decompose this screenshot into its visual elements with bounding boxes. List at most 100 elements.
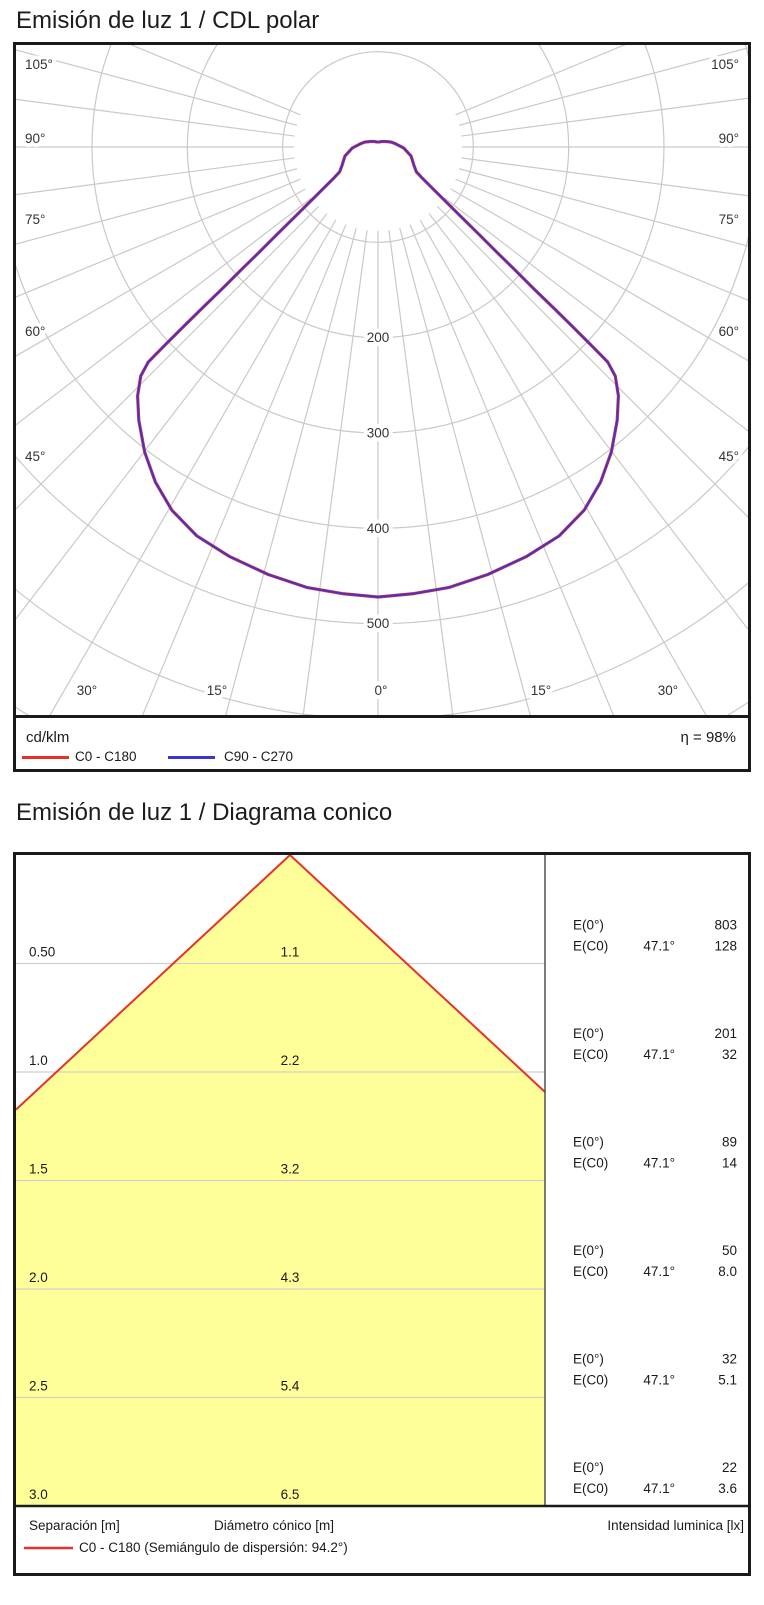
polar-grid-ray [142,224,347,715]
ec0-angle-value: 47.1° [643,939,675,954]
polar-grid-ray [458,168,748,247]
e0-row-label: E(0°) [573,918,604,933]
ec0-row-label: E(C0) [573,1373,608,1388]
polar-grid-ray [455,45,626,116]
angle-label-left: 75° [25,212,45,227]
e0-value: 201 [714,1026,737,1041]
cone-diameter-label: 2.2 [281,1053,300,1068]
polar-grid-ray [49,219,337,715]
polar-diagram: 200 300 400 500 105° 105° 90° 90° 75° 75° 60° 60° 45… [16,45,748,715]
efficiency-label: η = 98% [680,729,736,746]
cone-gridlines [16,962,545,1399]
polar-grid-ray [428,213,748,631]
angle-label-bottom: 15° [207,683,227,698]
polar-grid-ray [461,97,748,137]
polar-grid-circle [16,582,748,715]
ec0-angle-value: 47.1° [643,1156,675,1171]
radial-tick-label: 200 [367,330,390,345]
cone-diameter-label: 1.1 [281,945,300,960]
footer-diameter-label: Diámetro cónico [m] [214,1518,334,1533]
ec0-row-label: E(C0) [573,1481,608,1496]
e0-value: 50 [722,1243,737,1258]
e0-value: 803 [714,918,737,933]
radial-tick-label: 400 [367,521,390,536]
angle-label-right: 75° [719,212,739,227]
polar-grid-ray [302,230,368,715]
polar-grid-ray [16,98,295,137]
cone-diameter-label: 6.5 [281,1487,300,1502]
angle-label-bottom: 0° [375,683,388,698]
polar-grid-ray [455,178,748,301]
ec0-row-label: E(C0) [573,1047,608,1062]
ec0-row-label: E(C0) [573,1156,608,1171]
angle-label-bottom: 30° [77,683,97,698]
polar-grid-ray [399,227,531,715]
cone-legend-label: C0 - C180 (Semiángulo de dispersión: 94.… [79,1540,348,1555]
polar-grid-ray [16,188,306,357]
cone-diameter-label: 5.4 [281,1379,300,1394]
radial-tick-label: 300 [367,425,390,440]
polar-grid-ray [130,45,301,116]
e0-value: 89 [722,1135,737,1150]
radial-tick-label: 500 [367,616,390,631]
angle-label-right: 45° [719,449,739,464]
cone-diagram: 0.50 1.1 E(0°) 803 E(C0) 47.1° 128 1.0 2.2 E(0°) 2… [16,855,748,1555]
e0-value: 22 [722,1460,737,1475]
separation-label: 1.5 [29,1162,48,1177]
ec0-row-label: E(C0) [573,939,608,954]
polar-grid-ray [225,227,357,715]
e0-row-label: E(0°) [573,1026,604,1041]
polar-grid-circle [16,45,748,529]
angle-label-right: 105° [711,57,739,72]
legend-label-c90-c270: C90 - C270 [224,749,294,764]
polar-chart-title: Emisión de luz 1 / CDL polar [16,7,320,34]
polar-grid-ray [388,230,454,715]
ec0-value: 128 [714,939,737,954]
ec0-value: 5.1 [718,1373,737,1388]
polar-chart-box: 200 300 400 500 105° 105° 90° 90° 75° 75° 60° 60° 45… [13,42,751,772]
ec0-value: 14 [722,1156,738,1171]
e0-row-label: E(0°) [573,1352,604,1367]
separation-label: 1.0 [29,1053,48,1068]
ec0-value: 3.6 [718,1481,737,1496]
cone-diameter-label: 3.2 [281,1162,300,1177]
polar-grid-ray [16,205,320,510]
polar-grid-ray [16,178,301,298]
ec0-angle-value: 47.1° [643,1481,675,1496]
polar-legend-strip: cd/klm η = 98% C0 - C180 C90 - C270 [16,715,748,769]
ec0-value: 8.0 [718,1264,737,1279]
e0-value: 32 [722,1352,737,1367]
separation-label: 3.0 [29,1487,48,1502]
polar-curve-c90-c270 [136,140,620,598]
cone-diameter-label: 4.3 [281,1270,300,1285]
polar-grid-ray [16,197,312,426]
polar-grid-ray [16,49,298,126]
polar-grid-ray [444,197,748,432]
separation-label: 0.50 [29,945,55,960]
separation-label: 2.5 [29,1379,48,1394]
ec0-row-label: E(C0) [573,1264,608,1279]
ec0-angle-value: 47.1° [643,1373,675,1388]
separation-label: 2.0 [29,1270,48,1285]
angle-label-right: 60° [719,324,739,339]
ec0-angle-value: 47.1° [643,1264,675,1279]
polar-grid-ray [16,213,328,620]
angle-label-left: 45° [25,449,45,464]
legend-swatch-c0-c180 [22,756,69,759]
angle-label-bottom: 15° [531,683,551,698]
angle-label-bottom: 30° [658,683,678,698]
ec0-angle-value: 47.1° [643,1047,675,1062]
polar-grid-ray [16,157,295,196]
polar-grid-ray [419,219,707,715]
polar-grid-ray [436,205,748,518]
e0-row-label: E(0°) [573,1135,604,1150]
cone-chart-box: 0.50 1.1 E(0°) 803 E(C0) 47.1° 128 1.0 2.2 E(0°) 2… [13,852,751,1576]
angle-label-right: 90° [719,131,739,146]
polar-grid-ray [450,188,748,362]
cone-chart-title: Emisión de luz 1 / Diagrama conico [16,799,393,826]
e0-row-label: E(0°) [573,1460,604,1475]
ec0-value: 32 [722,1047,737,1062]
polar-grid-ray [409,224,614,715]
unit-label: cd/klm [26,729,70,746]
